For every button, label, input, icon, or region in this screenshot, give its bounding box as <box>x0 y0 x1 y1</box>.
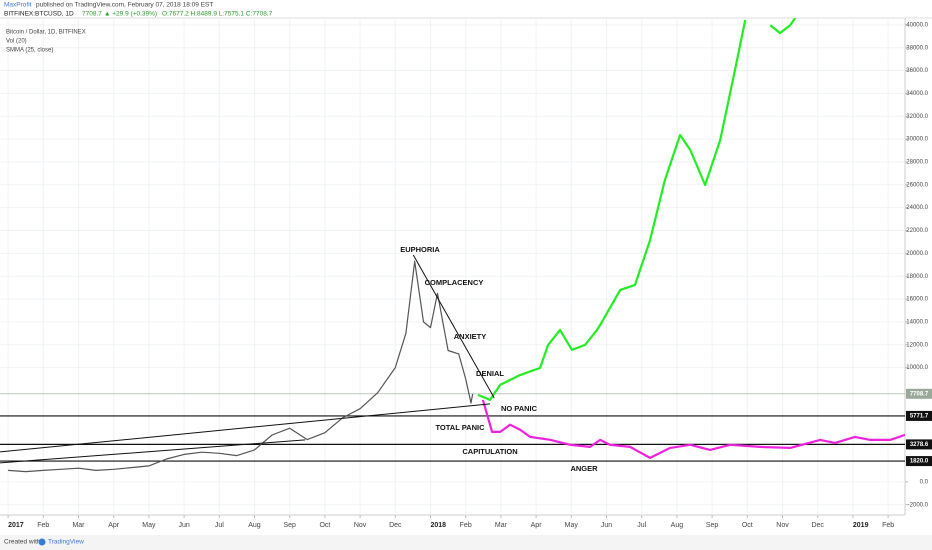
x-tick-label: Aug <box>248 522 261 529</box>
y-tick-label: 26000.0 <box>906 182 928 188</box>
series-line <box>477 18 797 401</box>
footer-bar <box>0 535 932 550</box>
level-label-box <box>906 410 932 421</box>
annotation: NO PANIC <box>501 404 538 413</box>
footer-brand[interactable]: TradingView <box>48 539 84 546</box>
y-tick-label: 36000.0 <box>906 68 928 74</box>
legend-entry: Vol (20) <box>6 39 27 45</box>
y-tick-label: 12000.0 <box>906 342 928 348</box>
y-tick-label: 28000.0 <box>906 160 928 166</box>
last-price: 7708.7 <box>82 11 102 18</box>
x-tick-label: Nov <box>354 522 367 529</box>
y-tick-label: 34000.0 <box>906 91 928 97</box>
x-tick-label: 2017 <box>8 522 24 529</box>
x-tick-label: Dec <box>811 522 824 529</box>
x-tick-label: Sep <box>706 522 719 529</box>
y-tick-label: 40000.0 <box>906 22 928 28</box>
x-tick-label: May <box>142 522 156 529</box>
y-tick-label: 24000.0 <box>906 205 928 211</box>
x-tick-label: Oct <box>319 522 330 529</box>
y-tick-label: 0.0 <box>920 479 929 485</box>
x-tick-label: Jun <box>178 522 189 529</box>
legend-entry: Bitcoin / Dollar, 1D, BITFINEX <box>6 30 86 36</box>
y-tick-label: 38000.0 <box>906 45 928 51</box>
x-tick-label: Oct <box>742 522 753 529</box>
legend-entry: SMMA (25, close) <box>6 48 53 54</box>
annotation: CAPITULATION <box>462 447 517 456</box>
y-tick-label: 14000.0 <box>906 319 928 325</box>
x-tick-label: Jul <box>637 522 646 529</box>
annotation: TOTAL PANIC <box>435 423 485 432</box>
brand-icon <box>38 538 46 546</box>
level-label-box <box>906 388 932 399</box>
symbol: BITFINEX:BTCUSD, 1D <box>4 11 74 18</box>
x-tick-label: Nov <box>776 522 789 529</box>
level-label: 5771.7 <box>910 414 929 420</box>
annotation: COMPLACENCY <box>425 278 484 287</box>
x-tick-label: Feb <box>37 522 49 529</box>
level-label-box <box>906 439 932 450</box>
x-tick-label: Mar <box>495 522 508 529</box>
published: published on TradingView.com, February 0… <box>36 2 213 9</box>
x-tick-label: Sep <box>283 522 296 529</box>
level-label: 7708.7 <box>910 391 929 397</box>
y-tick-label: 16000.0 <box>906 297 928 303</box>
series-line <box>8 260 474 473</box>
x-tick-label: Feb <box>460 522 472 529</box>
y-tick-label: 32000.0 <box>906 114 928 120</box>
y-tick-label: 20000.0 <box>906 251 928 257</box>
ohlc: O:7677.2 H:8489.9 L:7575.1 C:7708.7 <box>162 11 273 18</box>
change: ▲ +29.9 (+0.39%) <box>104 11 157 18</box>
x-tick-label: Dec <box>389 522 402 529</box>
annotation: ANGER <box>570 464 598 473</box>
y-tick-label: 30000.0 <box>906 137 928 143</box>
author[interactable]: MaxProfit <box>4 2 32 9</box>
x-tick-label: Aug <box>671 522 684 529</box>
annotation: ANXIETY <box>454 332 487 341</box>
y-tick-label: 10000.0 <box>906 365 928 371</box>
series-line <box>481 399 905 459</box>
x-tick-label: Feb <box>882 522 894 529</box>
level-label: 3278.6 <box>910 442 929 448</box>
y-tick-label: 18000.0 <box>906 274 928 280</box>
trendline <box>0 403 491 453</box>
x-tick-label: 2018 <box>430 522 446 529</box>
x-tick-label: Jun <box>601 522 612 529</box>
y-tick-label: 22000.0 <box>906 228 928 234</box>
x-tick-label: 2019 <box>853 522 869 529</box>
footer-created: Created with <box>4 539 41 546</box>
annotation: EUPHORIA <box>400 245 440 254</box>
x-tick-label: Jul <box>215 522 224 529</box>
trendline <box>0 439 306 464</box>
annotation: DENIAL <box>476 369 504 378</box>
x-tick-label: Apr <box>531 522 543 529</box>
plot <box>0 18 905 473</box>
trendline <box>412 254 495 399</box>
x-tick-label: May <box>565 522 579 529</box>
level-label: 1820.0 <box>910 459 929 465</box>
level-label-box <box>906 456 932 467</box>
x-tick-label: Mar <box>72 522 85 529</box>
x-tick-label: Apr <box>108 522 120 529</box>
y-tick-label: -2000.0 <box>908 502 929 508</box>
